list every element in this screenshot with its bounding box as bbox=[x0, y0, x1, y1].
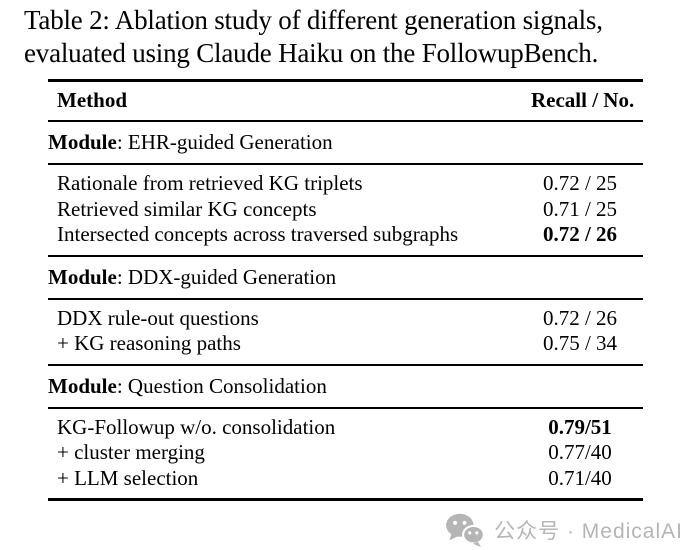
table-row: Rationale from retrieved KG triplets 0.7… bbox=[48, 171, 643, 197]
rule-below-module-consolidation bbox=[48, 406, 643, 409]
module-label: Module bbox=[48, 264, 117, 289]
ablation-table: Method Recall / No. Module: EHR-guided G… bbox=[48, 79, 643, 501]
module-name: : Question Consolidation bbox=[116, 373, 327, 398]
table-header-row: Method Recall / No. bbox=[48, 82, 643, 120]
value-cell: 0.75 / 34 bbox=[542, 331, 618, 355]
rule-below-module-ddx bbox=[48, 297, 643, 300]
value-cell: 0.79/51 bbox=[548, 414, 612, 439]
table-row: Intersected concepts across traversed su… bbox=[48, 222, 643, 248]
rule-below-module-ehr bbox=[48, 163, 643, 165]
watermark: 公众号 · MedicalAI bbox=[0, 513, 683, 547]
caption-line-1: Table 2: Ablation study of different gen… bbox=[24, 5, 603, 35]
method-cell: + KG reasoning paths bbox=[57, 331, 241, 355]
value-cell: 0.71/40 bbox=[548, 465, 612, 490]
method-cell: KG-Followup w/o. consolidation bbox=[57, 414, 336, 439]
table-row: KG-Followup w/o. consolidation 0.79/51 bbox=[48, 415, 643, 441]
value-cell: 0.71 / 25 bbox=[542, 196, 618, 221]
module-header-ddx: Module: DDX-guided Generation bbox=[48, 257, 643, 298]
table-caption: Table 2: Ablation study of different gen… bbox=[24, 4, 691, 70]
value-cell: 0.72 / 25 bbox=[542, 171, 618, 195]
method-cell: Intersected concepts across traversed su… bbox=[57, 222, 459, 246]
caption-line-2: evaluated using Claude Haiku on the Foll… bbox=[24, 38, 599, 68]
table-row: DDX rule-out questions 0.72 / 26 bbox=[48, 306, 643, 332]
value-cell: 0.72 / 26 bbox=[542, 305, 618, 330]
method-cell: DDX rule-out questions bbox=[57, 305, 259, 330]
module-header-consolidation: Module: Question Consolidation bbox=[48, 366, 643, 407]
module-name: : DDX-guided Generation bbox=[116, 264, 337, 289]
table-row: + LLM selection 0.71/40 bbox=[48, 466, 643, 492]
table-top-rule bbox=[48, 79, 643, 82]
rule-below-header bbox=[48, 120, 643, 122]
module-label: Module bbox=[48, 130, 117, 154]
section-rows-consolidation: KG-Followup w/o. consolidation 0.79/51 +… bbox=[48, 409, 643, 499]
section-rows-ddx: DDX rule-out questions 0.72 / 26 + KG re… bbox=[48, 300, 643, 364]
table-row: + cluster merging 0.77/40 bbox=[48, 440, 643, 466]
value-cell: 0.77/40 bbox=[548, 440, 612, 464]
page-root: Table 2: Ablation study of different gen… bbox=[0, 4, 691, 547]
wechat-icon bbox=[445, 513, 486, 547]
table-row: + KG reasoning paths 0.75 / 34 bbox=[48, 331, 643, 357]
module-header-ehr: Module: EHR-guided Generation bbox=[48, 122, 643, 163]
table-row: Retrieved similar KG concepts 0.71 / 25 bbox=[48, 197, 643, 223]
value-cell: 0.72 / 26 bbox=[542, 222, 618, 246]
module-label: Module bbox=[48, 373, 117, 398]
section-rows-ehr: Rationale from retrieved KG triplets 0.7… bbox=[48, 165, 643, 255]
method-cell: + cluster merging bbox=[57, 440, 205, 464]
method-column-header: Method bbox=[57, 88, 127, 112]
rule-section-divider bbox=[48, 254, 643, 257]
method-cell: Rationale from retrieved KG triplets bbox=[57, 171, 363, 195]
recall-column-header: Recall / No. bbox=[531, 88, 635, 112]
method-cell: + LLM selection bbox=[57, 465, 199, 490]
table-bottom-rule bbox=[48, 498, 643, 501]
method-cell: Retrieved similar KG concepts bbox=[57, 196, 317, 221]
watermark-text: 公众号 · MedicalAI bbox=[494, 520, 683, 543]
module-name: : EHR-guided Generation bbox=[116, 130, 333, 154]
rule-section-divider bbox=[48, 363, 643, 366]
